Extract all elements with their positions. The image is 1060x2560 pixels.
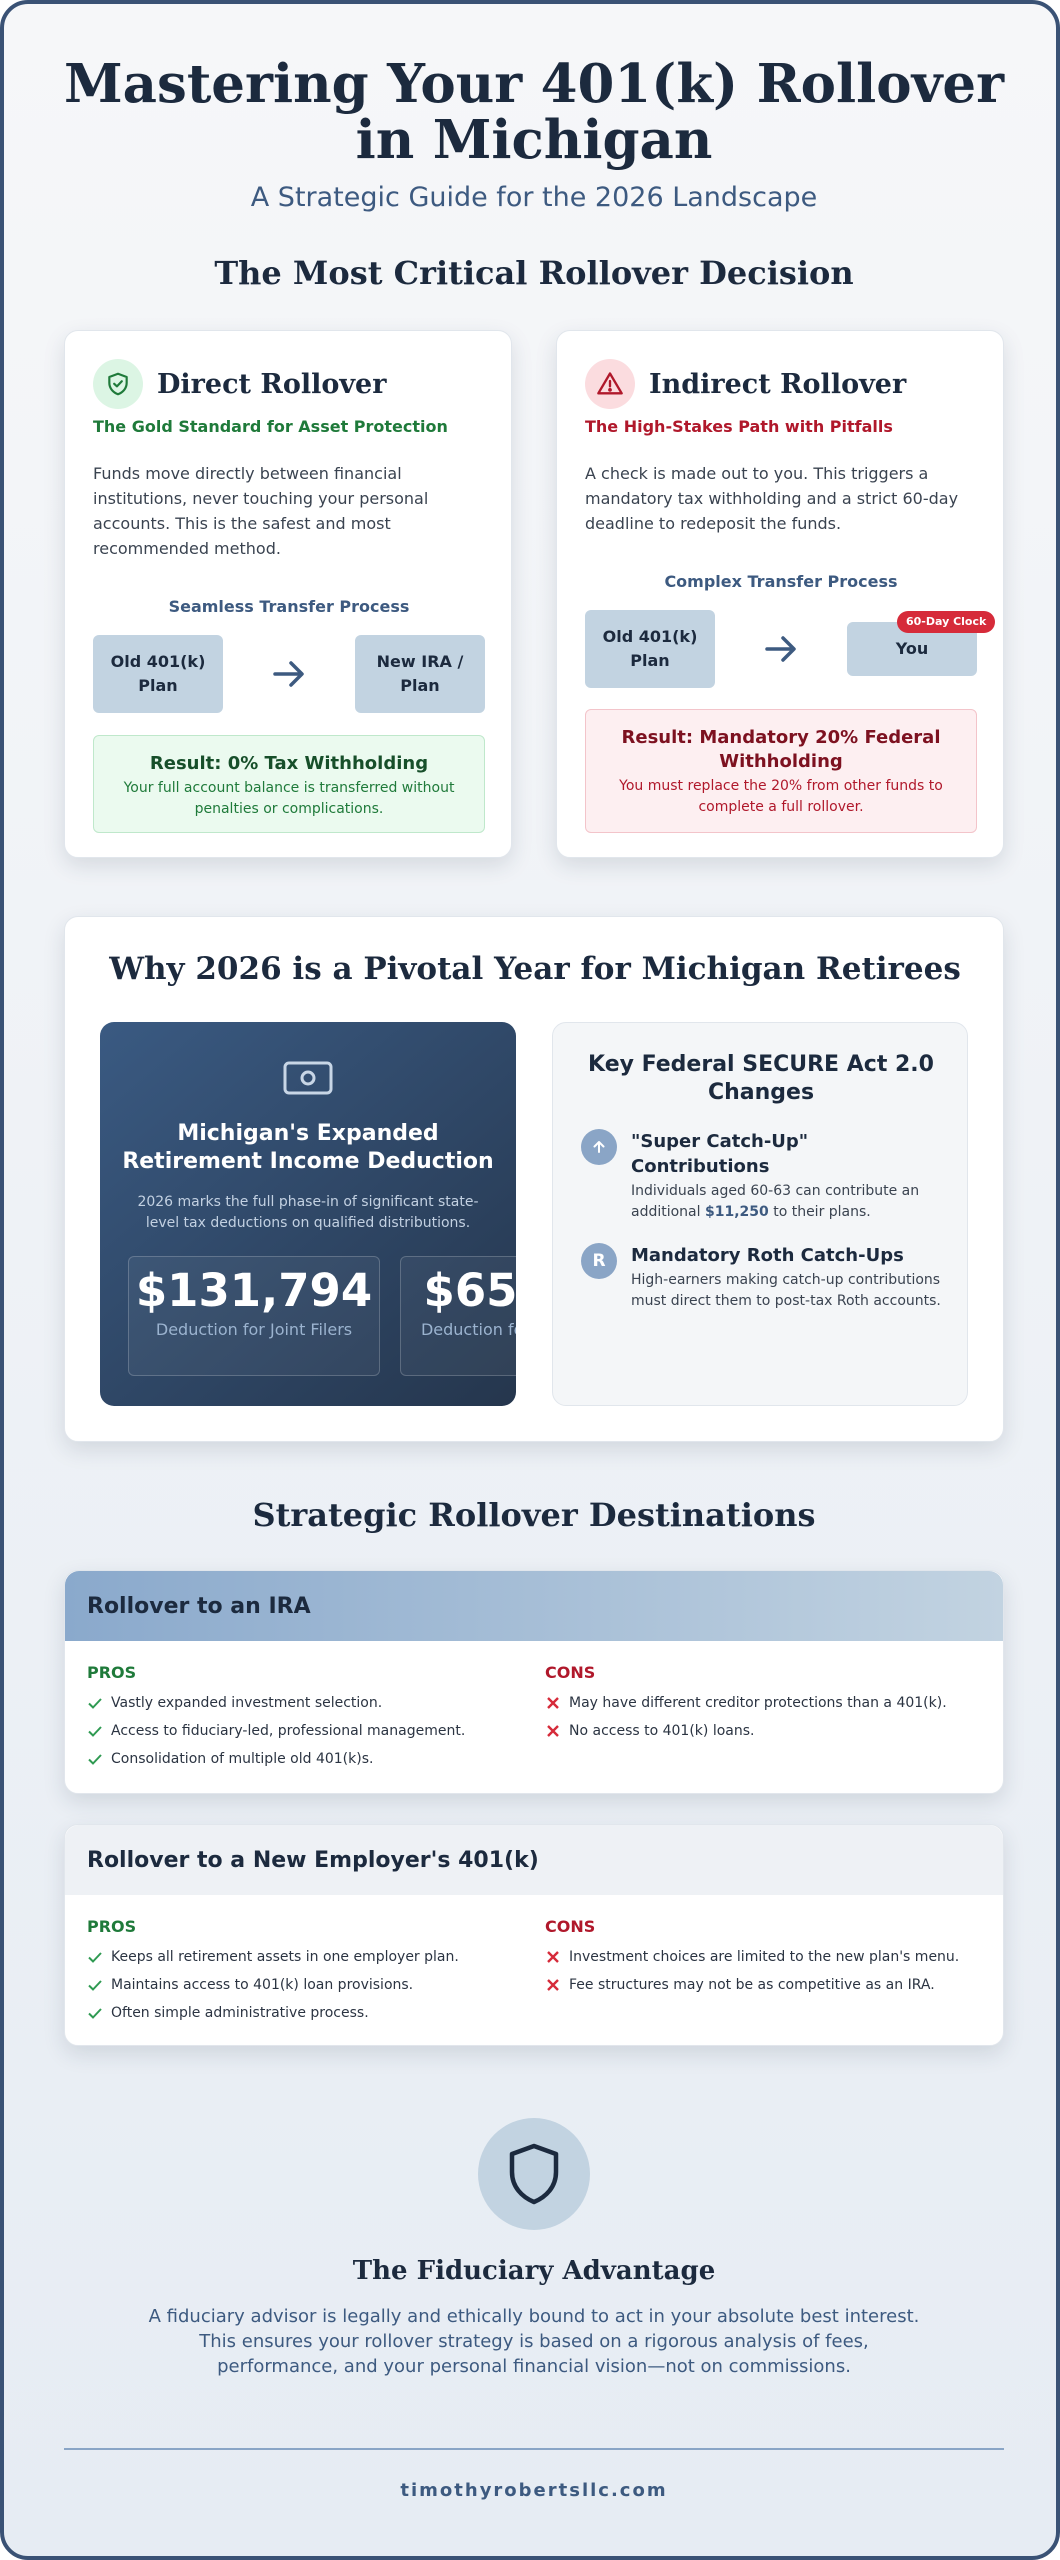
employer-pros-column: PROS Keeps all retirement assets in one …: [87, 1917, 527, 2022]
joint-filers-label: Deduction for Joint Filers: [155, 1320, 353, 1339]
ira-cons-column: CONS May have different creditor protect…: [545, 1663, 985, 1740]
direct-rollover-title: Direct Rollover: [157, 368, 387, 400]
list-item: Often simple administrative process.: [87, 2004, 527, 2022]
direct-result-box: Result: 0% Tax Withholding Your full acc…: [93, 735, 485, 833]
check-icon: [88, 1698, 102, 1709]
employer-destination-title: Rollover to a New Employer's 401(k): [65, 1825, 1003, 1895]
indirect-from-box: Old 401(k) Plan: [585, 610, 715, 688]
single-filers-label: Deduction for Single Filers: [420, 1320, 516, 1339]
secure-act-title: Key Federal SECURE Act 2.0 Changes: [588, 1052, 934, 1105]
ira-pros-label: PROS: [87, 1663, 137, 1682]
list-item: Keeps all retirement assets in one emplo…: [87, 1948, 527, 1966]
indirect-result-description: You must replace the 20% from other fund…: [619, 778, 943, 815]
fiduciary-title: The Fiduciary Advantage: [352, 2256, 716, 2286]
employer-cons-column: CONS Investment choices are limited to t…: [545, 1917, 985, 1994]
pivotal-section-title: Why 2026 is a Pivotal Year for Michigan …: [109, 951, 961, 987]
ira-destination-title: Rollover to an IRA: [65, 1571, 1003, 1641]
check-icon: [88, 2008, 102, 2019]
indirect-rollover-tagline: The High-Stakes Path with Pitfalls: [585, 417, 893, 436]
decision-section-title: The Most Critical Rollover Decision: [214, 254, 854, 292]
indirect-rollover-header: Indirect Rollover: [585, 359, 906, 409]
indirect-rollover-description: A check is made out to you. This trigger…: [585, 464, 959, 533]
money-icon: [283, 1061, 333, 1095]
indirect-result-box: Result: Mandatory 20% Federal Withholdin…: [585, 709, 977, 833]
warning-triangle-icon: [585, 359, 635, 409]
direct-to-box: New IRA / Plan: [355, 635, 485, 713]
direct-from-box: Old 401(k) Plan: [93, 635, 223, 713]
michigan-deduction-panel: Michigan's Expanded Retirement Income De…: [100, 1022, 516, 1406]
list-item: Maintains access to 401(k) loan provisio…: [87, 1976, 527, 1994]
list-item: No access to 401(k) loans.: [545, 1722, 985, 1740]
ira-pros-column: PROS Vastly expanded investment selectio…: [87, 1663, 527, 1768]
direct-rollover-card: Direct Rollover The Gold Standard for As…: [64, 330, 512, 858]
direct-rollover-header: Direct Rollover: [93, 359, 386, 409]
page-title: Mastering Your 401(k) Rollover in Michig…: [63, 53, 1005, 171]
michigan-deduction-title: Michigan's Expanded Retirement Income De…: [122, 1121, 494, 1174]
x-icon: [547, 1697, 559, 1709]
x-icon: [547, 1979, 559, 1991]
page-subtitle: A Strategic Guide for the 2026 Landscape: [250, 182, 818, 213]
list-item: Access to fiduciary-led, professional ma…: [87, 1722, 527, 1740]
arrow-up-icon: [581, 1129, 617, 1165]
arrow-right-icon: [765, 636, 796, 662]
footer-website-link[interactable]: timothyrobertsllc.com: [400, 2480, 668, 2501]
list-item: Investment choices are limited to the ne…: [545, 1948, 985, 1966]
direct-process-title: Seamless Transfer Process: [168, 597, 410, 616]
joint-filers-value: $131,794: [135, 1264, 373, 1317]
footer-divider: [64, 2448, 1004, 2450]
roth-catch-up-title: Mandatory Roth Catch-Ups: [631, 1245, 904, 1266]
indirect-rollover-title: Indirect Rollover: [649, 368, 907, 400]
direct-result-title: Result: 0% Tax Withholding: [149, 753, 429, 774]
indirect-result-title: Result: Mandatory 20% Federal Withholdin…: [621, 727, 941, 772]
secure-act-panel: Key Federal SECURE Act 2.0 Changes "Supe…: [552, 1022, 968, 1406]
arrow-right-icon: [273, 661, 304, 687]
single-filers-value: $65,897: [423, 1264, 516, 1317]
roth-catch-up-description: High-earners making catch-up contributio…: [631, 1272, 941, 1309]
indirect-process-title: Complex Transfer Process: [664, 572, 898, 591]
x-icon: [547, 1725, 559, 1737]
list-item: Fee structures may not be as competitive…: [545, 1976, 985, 1994]
joint-filers-stat: $131,794 Deduction for Joint Filers: [128, 1256, 380, 1376]
direct-result-description: Your full account balance is transferred…: [123, 780, 455, 817]
sixty-day-clock-badge: 60-Day Clock: [897, 611, 996, 633]
check-icon: [88, 1754, 102, 1765]
list-item: May have different creditor protections …: [545, 1694, 985, 1712]
check-icon: [88, 1980, 102, 1991]
super-catch-up-title: "Super Catch-Up" Contributions: [631, 1131, 809, 1177]
employer-destination-card: Rollover to a New Employer's 401(k) PROS…: [64, 1824, 1004, 2046]
x-icon: [547, 1951, 559, 1963]
ira-destination-card: Rollover to an IRA PROS Vastly expanded …: [64, 1570, 1004, 1794]
destinations-section-title: Strategic Rollover Destinations: [252, 1496, 816, 1534]
list-item: Consolidation of multiple old 401(k)s.: [87, 1750, 527, 1768]
fiduciary-description: A fiduciary advisor is legally and ethic…: [148, 2306, 920, 2377]
list-item: Vastly expanded investment selection.: [87, 1694, 527, 1712]
roth-letter-icon: R: [581, 1243, 617, 1279]
direct-rollover-tagline: The Gold Standard for Asset Protection: [93, 417, 448, 436]
ira-cons-label: CONS: [545, 1663, 596, 1682]
shield-check-icon: [93, 359, 143, 409]
check-icon: [88, 1952, 102, 1963]
employer-cons-label: CONS: [545, 1917, 596, 1936]
shield-icon: [478, 2118, 590, 2230]
michigan-deduction-description: 2026 marks the full phase-in of signific…: [137, 1194, 479, 1231]
direct-rollover-description: Funds move directly between financial in…: [93, 464, 429, 558]
employer-pros-label: PROS: [87, 1917, 137, 1936]
super-catch-up-description: Individuals aged 60-63 can contribute an…: [631, 1183, 920, 1220]
indirect-rollover-card: Indirect Rollover The High-Stakes Path w…: [556, 330, 1004, 858]
check-icon: [88, 1726, 102, 1737]
single-filers-stat: $65,897 Deduction for Single Filers: [400, 1256, 516, 1376]
